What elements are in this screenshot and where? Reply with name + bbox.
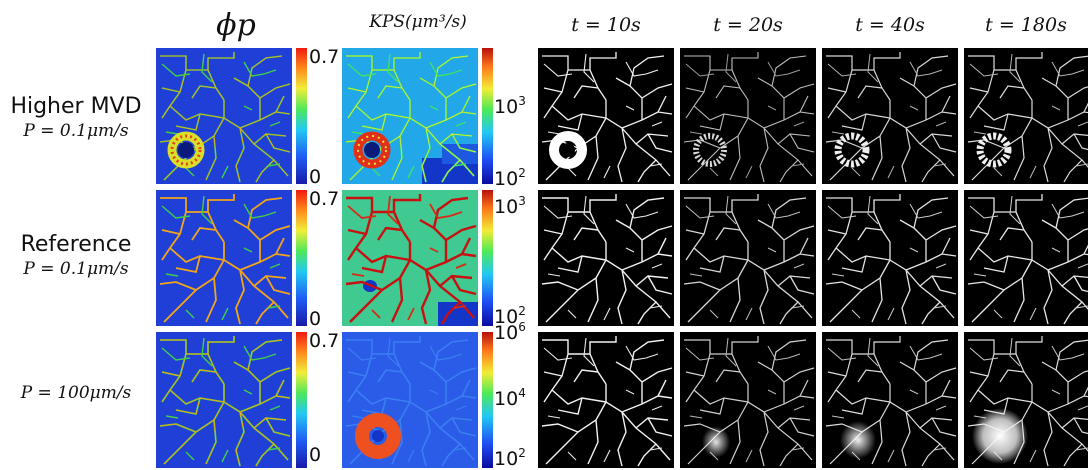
concentration-map-higher-mvd-t20 xyxy=(680,48,816,184)
kps-colorbar-row3-upper: 106 xyxy=(494,320,526,344)
row-equation: P = 0.1μm/s xyxy=(23,259,129,279)
column-title-t40: t = 40s xyxy=(855,14,925,36)
kps-colorbar-row1-upper: 103 xyxy=(494,94,526,118)
kps-colorbar-row3-lower: 102 xyxy=(494,446,526,470)
phi-colorbar-min: 0 xyxy=(309,444,322,466)
column-title-kps: KPS(μm³/s) xyxy=(338,12,498,32)
phi-map-higher-mvd xyxy=(156,48,292,184)
phi-colorbar-row3 xyxy=(296,332,307,468)
phi-colorbar-min: 0 xyxy=(309,166,322,188)
concentration-map-reference-t20 xyxy=(680,190,816,326)
phi-colorbar-max: 0.7 xyxy=(309,46,340,68)
concentration-map-high-permeability-t20 xyxy=(680,332,816,468)
kps-label: KPS(μm³/s) xyxy=(369,12,467,32)
row-label-reference: Reference P = 0.1μm/s xyxy=(0,232,152,280)
phi-colorbar-min: 0 xyxy=(309,308,322,330)
concentration-map-reference-t180 xyxy=(964,190,1088,326)
kps-colorbar-row3 xyxy=(482,332,493,468)
phi-symbol: ϕp xyxy=(216,8,256,43)
phi-map-high-permeability xyxy=(156,332,292,468)
kps-colorbar-row1-lower: 102 xyxy=(494,166,526,190)
concentration-map-high-permeability-t180 xyxy=(964,332,1088,468)
kps-map-high-permeability xyxy=(342,332,478,468)
concentration-map-higher-mvd-t180 xyxy=(964,48,1088,184)
row-name: Reference xyxy=(20,232,132,257)
kps-map-higher-mvd xyxy=(342,48,478,184)
kps-colorbar-row2 xyxy=(482,190,493,326)
concentration-map-high-permeability-t10 xyxy=(538,332,674,468)
concentration-map-higher-mvd-t40 xyxy=(822,48,958,184)
row-equation: P = 100μm/s xyxy=(20,383,132,403)
kps-map-reference xyxy=(342,190,478,326)
phi-map-reference xyxy=(156,190,292,326)
phi-colorbar-row1 xyxy=(296,48,307,184)
concentration-map-reference-t10 xyxy=(538,190,674,326)
phi-colorbar-row2 xyxy=(296,190,307,326)
concentration-map-higher-mvd-t10 xyxy=(538,48,674,184)
concentration-map-high-permeability-t40 xyxy=(822,332,958,468)
row-equation: P = 0.1μm/s xyxy=(23,121,129,141)
kps-colorbar-row2-lower: 102 xyxy=(494,304,526,328)
kps-colorbar-row3-mid: 104 xyxy=(494,386,526,410)
column-title-t10: t = 10s xyxy=(571,14,641,36)
concentration-map-reference-t40 xyxy=(822,190,958,326)
row-name: Higher MVD xyxy=(10,94,142,119)
column-title-phi: ϕp xyxy=(196,8,276,43)
phi-colorbar-max: 0.7 xyxy=(309,330,340,352)
kps-colorbar-row1 xyxy=(482,48,493,184)
column-title-t180: t = 180s xyxy=(985,14,1067,36)
phi-colorbar-max: 0.7 xyxy=(309,188,340,210)
row-label-high-permeability: P = 100μm/s xyxy=(0,382,152,404)
row-label-higher-mvd: Higher MVD P = 0.1μm/s xyxy=(0,94,152,142)
kps-colorbar-row2-upper: 103 xyxy=(494,194,526,218)
column-title-t20: t = 20s xyxy=(713,14,783,36)
